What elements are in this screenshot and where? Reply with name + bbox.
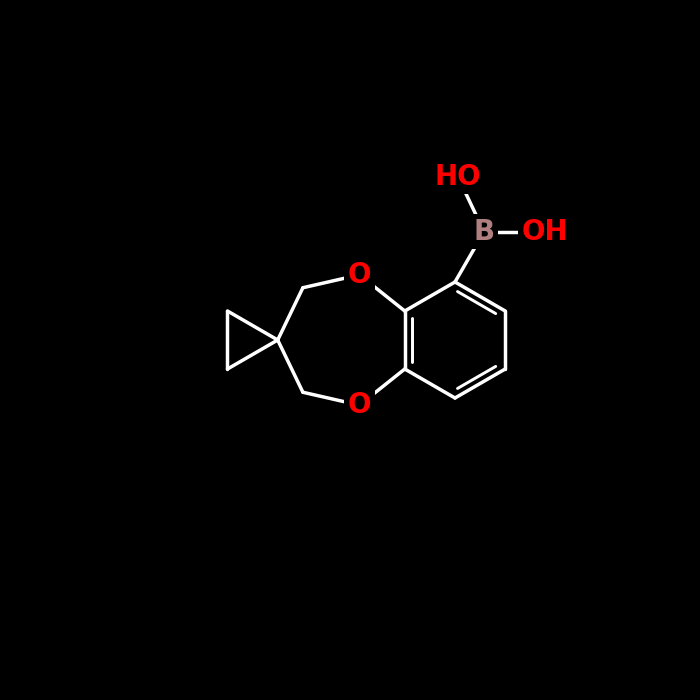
Text: O: O xyxy=(348,261,371,289)
Text: OH: OH xyxy=(522,218,568,246)
Text: HO: HO xyxy=(435,162,481,190)
Text: O: O xyxy=(348,391,371,419)
Text: B: B xyxy=(473,218,495,246)
